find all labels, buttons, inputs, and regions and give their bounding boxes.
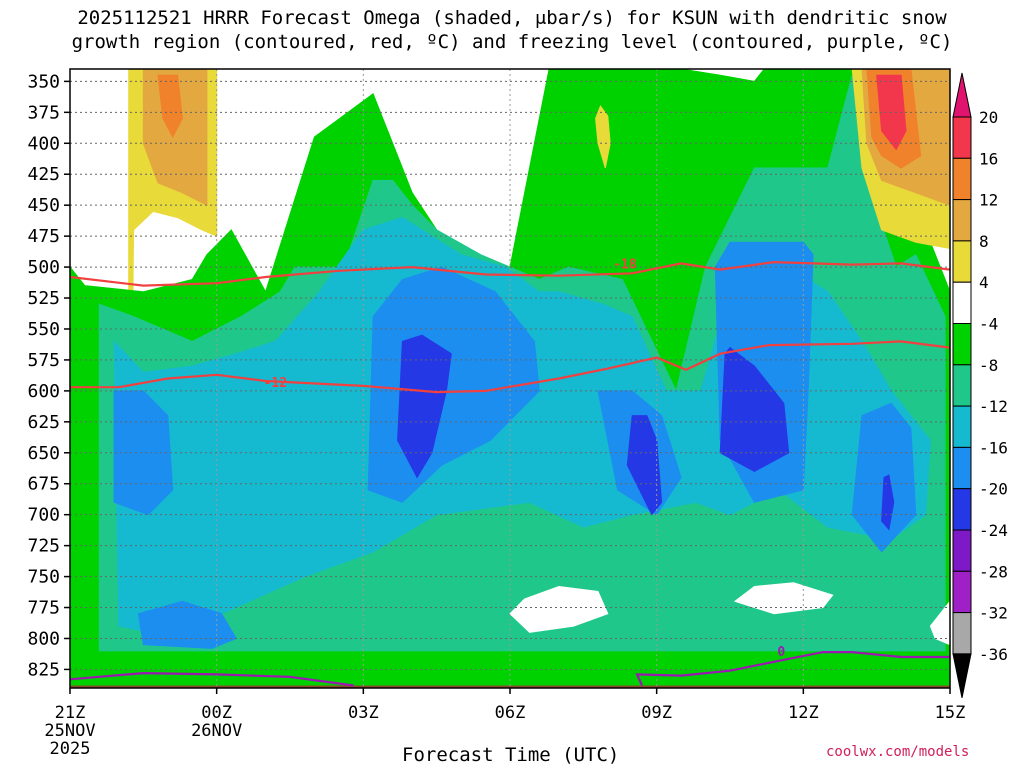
freezing-contour-a <box>70 671 354 687</box>
y-tick-label-350: 350 <box>27 71 60 92</box>
colorbar-label-11: -28 <box>979 562 1008 581</box>
colorbar-label-10: -24 <box>979 521 1008 540</box>
colorbar-bin-5 <box>952 323 972 366</box>
y-tick-label-725: 725 <box>27 536 60 557</box>
colorbar-label-13: -36 <box>979 645 1008 664</box>
colorbar-label-1: 16 <box>979 149 998 168</box>
colorbar-bin-11 <box>952 570 972 614</box>
omega-region-13 <box>397 334 452 479</box>
colorbar-label-3: 8 <box>979 232 989 251</box>
dendritic-label-12: -12 <box>264 376 287 391</box>
omega-region-0 <box>128 69 218 688</box>
grid <box>70 69 950 688</box>
chart-title: 2025112521 HRRR Forecast Omega (shaded, … <box>0 6 1024 54</box>
colorbar-label-0: 20 <box>979 108 998 127</box>
colorbar-bin-9 <box>952 488 972 531</box>
x-tick-label-3-0: 00Z <box>201 703 232 723</box>
omega-region-2 <box>157 74 183 139</box>
colorbar-bin-2 <box>952 199 972 242</box>
omega-region-21 <box>509 585 609 633</box>
x-tick-label-0-1: 25NOV <box>44 721 95 741</box>
y-tick-label-825: 825 <box>27 659 60 680</box>
omega-shading <box>70 69 950 688</box>
colorbar-bin-10 <box>952 529 972 572</box>
colorbar-over-arrow <box>952 72 972 118</box>
x-tick-label-3-1: 26NOV <box>191 721 242 741</box>
y-tick-label-625: 625 <box>27 412 60 433</box>
x-tick-label-0-0: 21Z <box>55 703 86 723</box>
y-tick-label-675: 675 <box>27 474 60 495</box>
dendritic-contour-0 <box>70 260 950 287</box>
dendritic-label-18: -18 <box>613 257 637 272</box>
omega-region-1 <box>142 69 208 207</box>
y-tick-label-500: 500 <box>27 257 60 278</box>
colorbar-bin-7 <box>952 405 972 448</box>
colorbar-bin-12 <box>952 612 972 655</box>
y-tick-label-375: 375 <box>27 102 60 123</box>
colorbar-label-6: -8 <box>979 356 998 375</box>
y-tick-label-450: 450 <box>27 195 60 216</box>
colorbar-label-2: 12 <box>979 191 998 210</box>
y-tick-label-700: 700 <box>27 505 60 526</box>
y-tick-label-475: 475 <box>27 226 60 247</box>
x-tick-label-6-0: 03Z <box>348 703 379 723</box>
colorbar: 20 16 12 8 4 -4 -8 -12 -16 -20 -24 -28 -32 -36 <box>952 72 1008 699</box>
terrain-strip <box>70 685 950 688</box>
x-tick-label-15-0: 12Z <box>788 703 819 723</box>
colorbar-bin-8 <box>952 446 972 490</box>
y-tick-label-525: 525 <box>27 288 60 309</box>
omega-region-7 <box>113 390 174 516</box>
y-tick-label-650: 650 <box>27 443 60 464</box>
omega-region-16 <box>881 474 895 531</box>
site-credit: coolwx.com/models <box>826 744 970 760</box>
colorbar-bin-1 <box>952 157 972 201</box>
colorbar-under-arrow <box>952 653 972 699</box>
y-tick-label-750: 750 <box>27 567 60 588</box>
x-axis-title: Forecast Time (UTC) <box>402 744 620 766</box>
colorbar-label-12: -32 <box>979 604 1008 623</box>
chart-title-line2: growth region (contoured, red, ºC) and f… <box>71 31 953 53</box>
colorbar-label-4: 4 <box>979 273 989 292</box>
x-tick-label-0-2: 2025 <box>50 739 91 759</box>
chart-title-line1: 2025112521 HRRR Forecast Omega (shaded, … <box>77 7 947 29</box>
colorbar-bin-3 <box>952 240 972 283</box>
dendritic-contour-1 <box>70 340 950 394</box>
y-tick-label-800: 800 <box>27 628 60 649</box>
colorbar-label-8: -16 <box>979 438 1008 457</box>
y-axis: 350 375 400 425 450 475 500 525 550 575 600 625 650 6… <box>27 71 70 680</box>
omega-region-23 <box>929 600 950 646</box>
x-tick-label-12-0: 09Z <box>641 703 672 723</box>
colorbar-bin-4 <box>952 281 972 325</box>
x-tick-label-18-0: 15Z <box>935 703 966 723</box>
colorbar-label-9: -20 <box>979 480 1008 499</box>
freezing-contour-b <box>635 650 950 686</box>
y-tick-label-550: 550 <box>27 319 60 340</box>
colorbar-label-7: -12 <box>979 397 1008 416</box>
y-tick-label-400: 400 <box>27 133 60 154</box>
x-tick-label-9-0: 06Z <box>495 703 526 723</box>
colorbar-bin-0 <box>952 116 972 159</box>
y-tick-label-575: 575 <box>27 350 60 371</box>
omega-region-4 <box>595 105 611 169</box>
contours: -18 -12 0 <box>70 257 950 687</box>
freezing-label-0: 0 <box>777 645 785 660</box>
y-tick-label-600: 600 <box>27 381 60 402</box>
y-tick-label-425: 425 <box>27 164 60 185</box>
colorbar-bin-6 <box>952 364 972 407</box>
colorbar-label-5: -4 <box>979 315 998 334</box>
omega-region-14 <box>626 415 663 516</box>
y-tick-label-775: 775 <box>27 598 60 619</box>
omega-region-22 <box>733 582 834 615</box>
